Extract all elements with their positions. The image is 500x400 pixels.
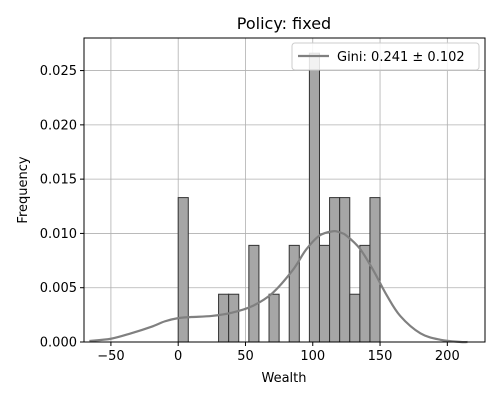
x-tick-label: 100 [300,349,325,364]
histogram-bar [318,244,331,343]
histogram-bar [228,293,240,343]
chart-title: Policy: fixed [237,14,331,33]
plot-frame [83,37,486,343]
histogram-bar [369,197,381,343]
y-tick-label: 0.010 [40,227,77,242]
y-axis-label: Frequency [16,156,31,223]
x-tick-label: 50 [237,349,254,364]
grid [84,38,485,343]
histogram-bar [329,197,341,343]
histogram-bar [349,293,361,343]
kde-curve-group [89,229,468,344]
x-axis-ticks: −50 0 50 100 150 200 [97,342,460,364]
y-axis-ticks: 0.000 0.005 0.010 0.015 0.020 0.025 [40,64,84,351]
legend-label: Gini: 0.241 ± 0.102 [337,50,465,65]
kde-curve [89,229,468,344]
x-axis-label: Wealth [261,371,306,386]
y-tick-label: 0.025 [40,64,77,79]
histogram-bars [177,52,381,343]
histogram-bar [248,244,260,343]
legend: Gini: 0.241 ± 0.102 [291,42,480,71]
histogram-bar [339,197,351,343]
legend-box [291,42,480,71]
histogram-bar [308,52,320,343]
y-tick-label: 0.000 [40,336,77,351]
x-tick-label: 150 [368,349,393,364]
x-tick-label: 200 [435,349,460,364]
x-tick-label: −50 [97,349,124,364]
histogram-bar [218,293,230,343]
histogram-bar [177,197,189,343]
y-tick-label: 0.015 [40,173,77,188]
histogram-bar [288,244,300,343]
y-tick-label: 0.020 [40,118,77,133]
y-tick-label: 0.005 [40,281,77,296]
histogram-bar [268,293,280,343]
x-tick-label: 0 [174,349,182,364]
